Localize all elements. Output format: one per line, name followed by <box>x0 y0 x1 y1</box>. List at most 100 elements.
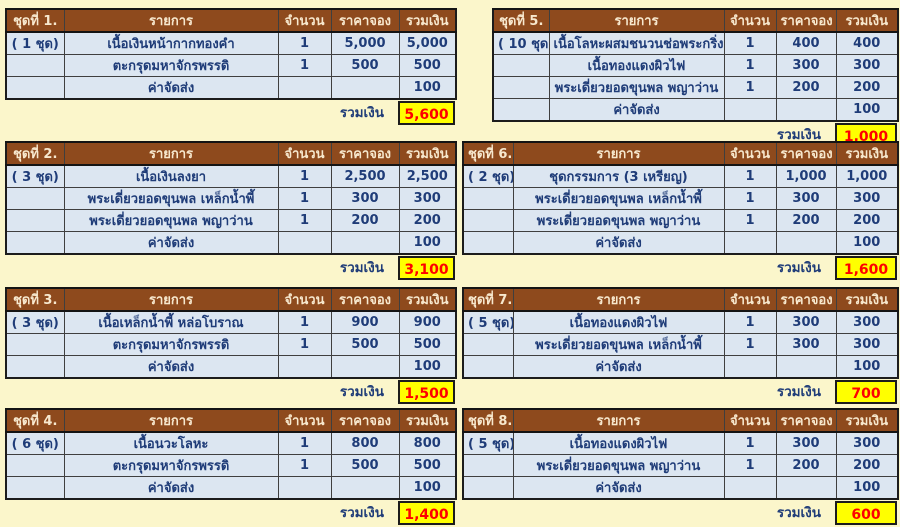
table-body: ( 1 ชุด) เนื้อเงินหน้ากากทองคำ 1 5,000 5,000… <box>5 31 457 100</box>
grand-total-value: 1,500 <box>398 380 455 404</box>
price-cell: 300 <box>775 187 837 210</box>
price-cell: 200 <box>775 209 837 232</box>
row-total-cell: 100 <box>835 355 899 379</box>
row-total-cell: 1,000 <box>835 164 899 188</box>
grand-total-row: รวมเงิน 700 <box>462 380 897 404</box>
header-row: ชุดที่ 8. รายการ จำนวน ราคาจอง รวมเงิน <box>462 408 899 433</box>
item-name-cell: ตะกรุดมหาจักรพรรดิ <box>63 454 279 477</box>
grand-total-value: 3,100 <box>398 256 455 280</box>
item-name-cell: ตะกรุดมหาจักรพรรดิ <box>63 333 279 356</box>
column-header-price: ราคาจอง <box>775 8 837 33</box>
qty-cell: 1 <box>723 209 777 232</box>
table-row: ( 10 ชุด) เนื้อโลหะผสมชนวนช่อพระกริ่งฯ 1 40… <box>492 31 899 55</box>
table-row: ค่าจัดส่ง 100 <box>492 98 899 122</box>
column-header-item: รายการ <box>63 8 279 33</box>
item-name-cell: พระเดี่ยวยอดขุนพล พญาว่าน <box>512 454 725 477</box>
price-cell <box>330 355 400 379</box>
qty-cell: 1 <box>723 431 777 455</box>
order-table: ชุดที่ 6. รายการ จำนวน ราคาจอง รวมเงิน (… <box>462 141 899 255</box>
row-total-cell: 100 <box>835 98 899 122</box>
table-row: ( 3 ชุด) เนื้อเงินลงยา 1 2,500 2,500 <box>5 164 457 188</box>
table-row: พระเดี่ยวยอดขุนพล พญาว่าน 1 200 200 <box>492 76 899 99</box>
row-total-cell: 300 <box>835 54 899 77</box>
table-body: ( 5 ชุด) เนื้อทองแดงผิวไฟ 1 300 300 พระเดี่ยว… <box>462 431 899 500</box>
item-name-cell: ค่าจัดส่ง <box>63 231 279 255</box>
qty-cell: 1 <box>277 333 332 356</box>
column-header-total: รวมเงิน <box>835 8 899 33</box>
row-total-cell: 300 <box>835 333 899 356</box>
grand-total-value: 600 <box>835 501 897 525</box>
column-header-total: รวมเงิน <box>398 141 457 166</box>
qty-cell <box>277 355 332 379</box>
set-number-title: ชุดที่ 5. <box>492 8 550 33</box>
price-cell: 300 <box>775 333 837 356</box>
order-table: ชุดที่ 2. รายการ จำนวน ราคาจอง รวมเงิน (… <box>5 141 457 255</box>
qty-cell: 1 <box>277 54 332 77</box>
qty-cell <box>723 98 777 122</box>
table-set-8: ชุดที่ 8. รายการ จำนวน ราคาจอง รวมเงิน (… <box>462 408 899 525</box>
grand-total-value: 1,400 <box>398 501 455 525</box>
column-header-price: ราคาจอง <box>775 408 837 433</box>
grand-total-label: รวมเงิน <box>339 105 384 121</box>
table-row: พระเดี่ยวยอดขุนพล เหล็กน้ำพี้ 1 300 300 <box>462 333 899 356</box>
column-header-total: รวมเงิน <box>398 8 457 33</box>
sets-count-cell: ( 2 ชุด) <box>462 164 514 188</box>
price-cell: 300 <box>775 310 837 334</box>
order-table: ชุดที่ 1. รายการ จำนวน ราคาจอง รวมเงิน (… <box>5 8 457 100</box>
table-set-2: ชุดที่ 2. รายการ จำนวน ราคาจอง รวมเงิน (… <box>5 141 457 280</box>
price-cell: 300 <box>330 187 400 210</box>
qty-cell: 1 <box>723 187 777 210</box>
set-number-title: ชุดที่ 2. <box>5 141 65 166</box>
item-name-cell: พระเดี่ยวยอดขุนพล เหล็กน้ำพี้ <box>512 187 725 210</box>
sets-count-cell <box>462 476 514 500</box>
header-row: ชุดที่ 4. รายการ จำนวน ราคาจอง รวมเงิน <box>5 408 457 433</box>
sets-count-cell: ( 1 ชุด) <box>5 31 65 55</box>
table-set-5: ชุดที่ 5. รายการ จำนวน ราคาจอง รวมเงิน (… <box>492 8 899 147</box>
item-name-cell: เนื้อนวะโลหะ <box>63 431 279 455</box>
table-row: ตะกรุดมหาจักรพรรดิ 1 500 500 <box>5 54 457 77</box>
table-set-3: ชุดที่ 3. รายการ จำนวน ราคาจอง รวมเงิน (… <box>5 287 457 404</box>
row-total-cell: 300 <box>398 187 457 210</box>
table-row: ( 2 ชุด) ชุดกรรมการ (3 เหรียญ) 1 1,000 1,000 <box>462 164 899 188</box>
header-row: ชุดที่ 2. รายการ จำนวน ราคาจอง รวมเงิน <box>5 141 457 166</box>
row-total-cell: 300 <box>835 310 899 334</box>
price-cell: 200 <box>330 209 400 232</box>
grand-total-row: รวมเงิน 1,400 <box>5 501 455 525</box>
sets-count-cell <box>492 54 550 77</box>
column-header-price: ราคาจอง <box>330 141 400 166</box>
table-row: ค่าจัดส่ง 100 <box>5 231 457 255</box>
column-header-item: รายการ <box>512 408 725 433</box>
price-cell: 300 <box>775 431 837 455</box>
grand-total-label: รวมเงิน <box>339 260 384 276</box>
sets-count-cell <box>5 76 65 100</box>
item-name-cell: เนื้อทองแดงผิวไฟ <box>512 310 725 334</box>
table-row: ค่าจัดส่ง 100 <box>5 476 457 500</box>
qty-cell <box>277 76 332 100</box>
column-header-price: ราคาจอง <box>775 287 837 312</box>
set-number-title: ชุดที่ 1. <box>5 8 65 33</box>
column-header-qty: จำนวน <box>277 287 332 312</box>
price-cell: 5,000 <box>330 31 400 55</box>
qty-cell: 1 <box>277 187 332 210</box>
column-header-qty: จำนวน <box>723 408 777 433</box>
grand-total-value: 700 <box>835 380 897 404</box>
qty-cell: 1 <box>277 454 332 477</box>
price-cell: 800 <box>330 431 400 455</box>
qty-cell <box>277 476 332 500</box>
row-total-cell: 900 <box>398 310 457 334</box>
table-set-7: ชุดที่ 7. รายการ จำนวน ราคาจอง รวมเงิน (… <box>462 287 899 404</box>
grand-total-label: รวมเงิน <box>339 384 384 400</box>
qty-cell: 1 <box>723 31 777 55</box>
row-total-cell: 100 <box>398 76 457 100</box>
set-number-title: ชุดที่ 3. <box>5 287 65 312</box>
item-name-cell: เนื้อทองแดงผิวไฟ <box>548 54 725 77</box>
row-total-cell: 500 <box>398 454 457 477</box>
sets-count-cell <box>462 454 514 477</box>
column-header-item: รายการ <box>512 287 725 312</box>
qty-cell: 1 <box>277 164 332 188</box>
sets-count-cell: ( 6 ชุด) <box>5 431 65 455</box>
column-header-total: รวมเงิน <box>835 141 899 166</box>
sets-count-cell <box>462 209 514 232</box>
header-row: ชุดที่ 6. รายการ จำนวน ราคาจอง รวมเงิน <box>462 141 899 166</box>
table-row: ( 6 ชุด) เนื้อนวะโลหะ 1 800 800 <box>5 431 457 455</box>
